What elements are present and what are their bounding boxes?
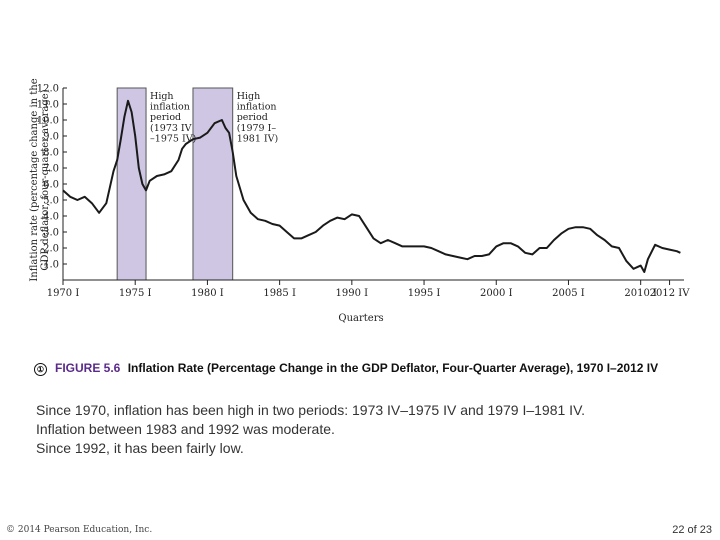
x-tick-label: 2000 I (480, 288, 513, 299)
x-tick-label: 1985 I (263, 288, 296, 299)
y-tick-label: 7.0 (43, 164, 59, 175)
copyright-notice: © 2014 Pearson Education, Inc. (6, 525, 153, 535)
y-tick-label: 10.0 (37, 116, 59, 127)
explanation-text: Since 1970, inflation has been high in t… (36, 401, 696, 458)
figure-icon: ① (34, 363, 47, 376)
y-tick-label: 12.0 (37, 84, 59, 95)
y-tick-label: 9.0 (43, 132, 59, 143)
shaded-period-1 (116, 87, 147, 281)
period-2-label-line: inflation (237, 102, 277, 113)
x-tick-label: 2012 IV (650, 288, 691, 299)
page-number: 22 of 23 (672, 524, 712, 536)
shaded-period-2 (192, 87, 234, 281)
period-2-label-line: (1979 I– (237, 123, 277, 134)
y-tick-label: 3.0 (43, 228, 59, 239)
x-axis-title: Quarters (338, 313, 383, 324)
period-1-label-line: inflation (150, 102, 190, 113)
x-tick-label: 2005 I (552, 288, 585, 299)
period-2-label-line: period (237, 112, 268, 123)
explanation-line: Since 1970, inflation has been high in t… (36, 402, 586, 418)
y-tick-label: 2.0 (43, 244, 59, 255)
y-axis-title-line2: GDP deflator, four-quarter average) (40, 89, 51, 270)
period-1-label-line: –1975 IV) (150, 133, 196, 144)
series (62, 99, 681, 273)
x-tick-label: 1990 I (336, 288, 369, 299)
figure-label: FIGURE 5.6 (55, 361, 121, 375)
explanation-line: Inflation between 1983 and 1992 was mode… (36, 421, 335, 437)
y-tick-label: 1.0 (43, 260, 59, 271)
y-tick-label: 11.0 (37, 100, 59, 111)
y-tick-label: 8.0 (43, 148, 59, 159)
y-tick-label: 6.0 (43, 180, 59, 191)
period-2-label-line: 1981 IV) (237, 133, 279, 144)
figure-title: Inflation Rate (Percentage Change in the… (127, 361, 659, 375)
x-tick-label: 1980 I (191, 288, 224, 299)
x-tick-label: 1995 I (408, 288, 441, 299)
period-1-label-line: High (150, 91, 174, 102)
y-tick-label: 4.0 (43, 212, 59, 223)
series-line-1 (62, 99, 681, 273)
figure-caption: ① FIGURE 5.6 Inflation Rate (Percentage C… (34, 360, 684, 376)
y-tick-label: 5.0 (43, 196, 59, 207)
axes: 1.0 2.0 3.0 4.0 5.0 6.0 7.0 8.0 9.0 10.0 11.0 12.0 1… (37, 84, 690, 300)
shaded-periods (116, 87, 234, 281)
x-tick-label: 2010 I (624, 288, 657, 299)
explanation-line: Since 1992, it has been fairly low. (36, 440, 244, 456)
y-axis-title-line1: Inflation rate (percentage change in the (29, 78, 40, 281)
period-1-label-line: period (150, 112, 181, 123)
x-tick-label: 1970 I (47, 288, 80, 299)
period-2-label-line: High (237, 91, 261, 102)
x-tick-label: 1975 I (119, 288, 152, 299)
period-1-label-line: (1973 IV (150, 123, 192, 134)
